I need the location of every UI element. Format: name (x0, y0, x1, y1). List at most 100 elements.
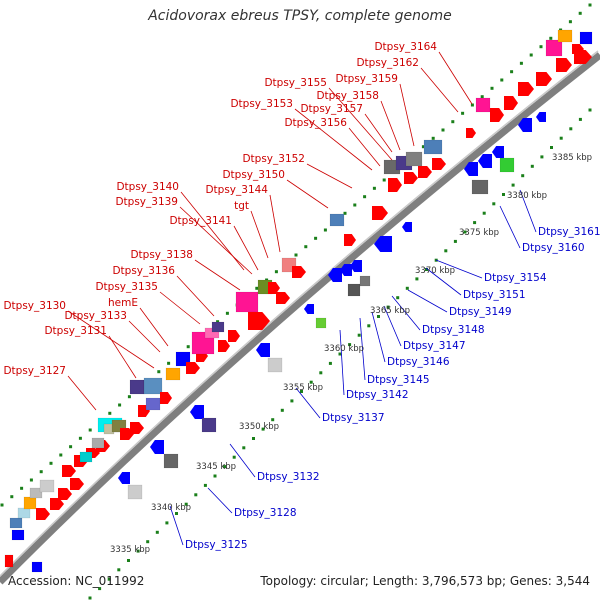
leader-line (269, 194, 281, 253)
leader-line (407, 289, 448, 313)
inner-track-dot (348, 343, 352, 347)
inner-track-dot (511, 183, 515, 187)
gene-box (347, 283, 361, 297)
gene-label-reverse: Dtpsy_3148 (422, 324, 485, 336)
gene-features (4, 29, 593, 573)
gene-box (211, 321, 225, 333)
leader-line (194, 259, 241, 291)
backbone-band (0, 52, 600, 585)
outer-track-dot (343, 211, 347, 215)
kbp-tick-label: 3375 kbp (459, 228, 499, 238)
outer-track-dot (118, 403, 122, 407)
leader-line (435, 259, 483, 279)
inner-track-dot (146, 540, 150, 544)
outer-track-dot (49, 461, 53, 465)
outer-track-dot (29, 478, 33, 482)
inner-track-dot (444, 249, 448, 253)
gene-label-reverse: Dtpsy_3154 (484, 272, 547, 284)
gene-box (557, 29, 573, 43)
inner-track-dot (405, 286, 409, 290)
gene-label-forward: Dtpsy_3127 (3, 365, 66, 377)
outer-track-dot (578, 11, 582, 15)
outer-track-dot (20, 486, 24, 490)
leader-line (286, 179, 329, 209)
gene-box (165, 367, 181, 381)
forward-gene-arrow (70, 478, 84, 490)
outer-track-dot (186, 345, 190, 349)
gene-label-reverse: Dtpsy_3160 (522, 242, 585, 254)
outer-track-dot (539, 45, 543, 49)
inner-track-dot (386, 305, 390, 309)
forward-gene-arrow (556, 58, 572, 72)
gene-label-forward: Dtpsy_3164 (374, 41, 437, 53)
outer-track-dot (353, 203, 357, 207)
outer-track-dot (88, 428, 92, 432)
leader-line (295, 387, 321, 419)
reverse-gene-arrow (340, 264, 352, 276)
gene-label-reverse: Dtpsy_3137 (322, 412, 385, 424)
reverse-gene-arrow (304, 304, 314, 314)
reverse-gene-arrow (464, 162, 478, 176)
gene-box (359, 275, 371, 287)
reverse-gene-arrow (518, 118, 532, 132)
gene-label-forward: Dtpsy_3130 (3, 300, 66, 312)
gene-label-reverse: Dtpsy_3161 (538, 226, 600, 238)
outer-track-dot (0, 503, 4, 507)
leader-line (391, 295, 421, 331)
forward-gene-arrow (50, 498, 64, 510)
inner-track-dot (117, 568, 121, 572)
inner-track-dot (175, 512, 178, 515)
forward-gene-arrow (518, 82, 534, 96)
inner-track-dot (492, 202, 496, 206)
outer-track-dot (304, 245, 308, 249)
inner-track-dot (588, 108, 592, 112)
outer-track-dot (500, 78, 504, 82)
leader-line (108, 335, 137, 379)
inner-track-dot (502, 193, 505, 196)
gene-box (17, 507, 31, 519)
gene-label-forward: Dtpsy_3155 (264, 77, 327, 89)
outer-track-dot (441, 128, 445, 132)
inner-track-dot (88, 596, 92, 600)
inner-track-dot (223, 465, 227, 469)
gene-label-forward: Dtpsy_3162 (356, 57, 419, 69)
leader-line (328, 87, 393, 161)
forward-gene-arrow (186, 362, 200, 374)
gene-box (129, 379, 145, 395)
outer-track-dot (490, 86, 494, 90)
forward-gene-arrow (160, 392, 172, 404)
inner-track-dot (98, 587, 102, 591)
outer-track-dot (529, 53, 533, 57)
gene-label-forward: hemE (108, 297, 138, 309)
outer-track-dot (363, 195, 367, 199)
backbone-highlight (0, 50, 599, 578)
gene-label-reverse: Dtpsy_3128 (234, 507, 297, 519)
kbp-tick-label: 3365 kbp (370, 306, 410, 316)
inner-track-dot (203, 483, 207, 487)
gene-box (329, 213, 345, 227)
gene-label-forward: Dtpsy_3135 (95, 281, 158, 293)
gene-box (4, 554, 14, 568)
inner-track-dot (261, 427, 265, 431)
inner-track-dot (530, 164, 534, 168)
outer-track-dot (382, 178, 386, 182)
gene-label-reverse: Dtpsy_3149 (449, 306, 512, 318)
gene-label-reverse: Dtpsy_3151 (463, 289, 526, 301)
gene-box (31, 561, 43, 573)
kbp-tick-label: 3360 kbp (324, 344, 364, 354)
outer-track-dot (451, 120, 455, 124)
reverse-gene-arrow (478, 154, 492, 168)
forward-gene-arrow (130, 422, 144, 434)
inner-track-dot (290, 399, 294, 403)
leader-line (169, 505, 184, 546)
leader-line (306, 163, 353, 189)
reverse-gene-arrow (492, 146, 504, 158)
outer-track-dot (568, 20, 572, 24)
genome-backbone (0, 50, 600, 585)
inner-track-dot (280, 408, 284, 412)
gene-box (127, 484, 143, 500)
forward-gene-arrow (36, 508, 50, 520)
leader-line (364, 113, 393, 153)
outer-track-dot (314, 236, 318, 240)
reverse-gene-arrow (150, 440, 164, 454)
